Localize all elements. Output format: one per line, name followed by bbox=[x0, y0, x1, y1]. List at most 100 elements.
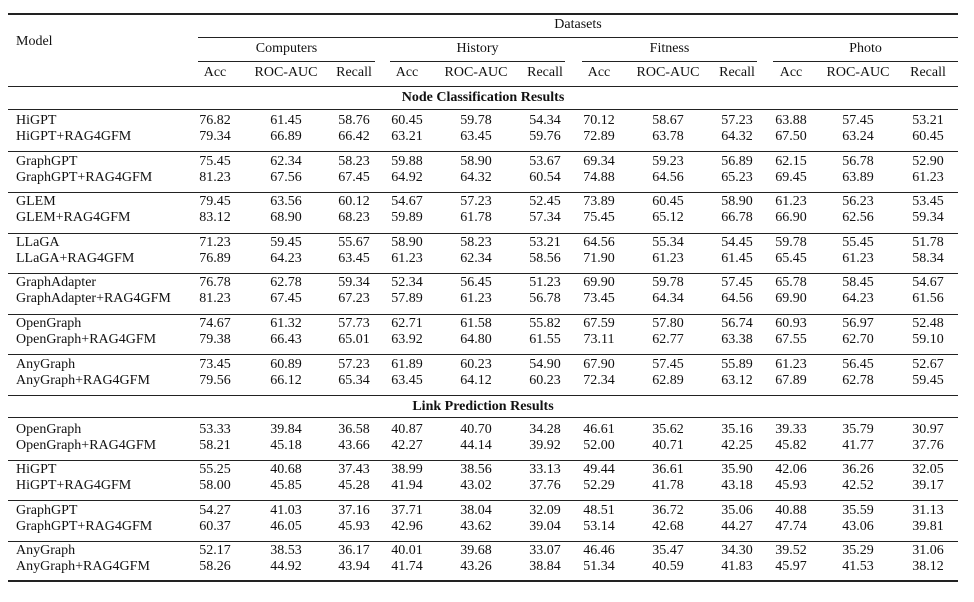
rule bbox=[8, 354, 958, 355]
cell-value: 81.23 bbox=[199, 291, 231, 307]
cell-value: 64.34 bbox=[652, 291, 684, 307]
cell-value: 71.90 bbox=[583, 250, 615, 266]
metric-header: Recall bbox=[527, 65, 563, 80]
cell-value: 65.23 bbox=[721, 169, 753, 185]
rule bbox=[8, 108, 958, 110]
cell-value: 60.45 bbox=[652, 194, 684, 210]
cell-value: 61.55 bbox=[529, 332, 561, 347]
cell-value: 59.78 bbox=[460, 113, 492, 128]
rule bbox=[8, 459, 958, 461]
metric-header: ROC-AUC bbox=[826, 65, 890, 80]
cell-value: 69.90 bbox=[775, 291, 807, 307]
cell-value: 46.46 bbox=[583, 543, 615, 559]
cell-value: 52.45 bbox=[529, 194, 561, 210]
metric-header: Acc bbox=[203, 65, 227, 80]
cell-value: 55.34 bbox=[652, 234, 684, 250]
cell-value: 63.88 bbox=[775, 113, 807, 128]
cell-value: 64.92 bbox=[391, 169, 423, 185]
cell-value: 63.45 bbox=[338, 250, 370, 266]
cell-value: 58.90 bbox=[721, 194, 753, 210]
cell-value: 57.23 bbox=[460, 194, 492, 210]
cell-value: 64.32 bbox=[721, 129, 753, 144]
cell-value: 32.09 bbox=[529, 502, 561, 518]
cell-value: 57.23 bbox=[338, 356, 370, 372]
cell-value: 54.67 bbox=[912, 275, 944, 291]
cell-value: 53.21 bbox=[912, 113, 944, 128]
section-title: Link Prediction Results bbox=[412, 398, 554, 414]
cell-value: 42.68 bbox=[652, 518, 684, 534]
dataset-header: History bbox=[456, 41, 499, 56]
rule bbox=[198, 36, 958, 38]
cell-value: 42.27 bbox=[391, 437, 423, 453]
cell-value: 59.88 bbox=[391, 153, 423, 169]
cell-value: 53.45 bbox=[912, 194, 944, 210]
cell-value: 58.56 bbox=[529, 250, 561, 266]
model-name: HiGPT+RAG4GFM bbox=[16, 478, 132, 494]
cell-value: 66.89 bbox=[270, 129, 302, 144]
cell-value: 34.30 bbox=[721, 543, 753, 559]
cell-value: 62.34 bbox=[460, 250, 492, 266]
cell-value: 56.45 bbox=[460, 275, 492, 291]
cell-value: 58.26 bbox=[199, 559, 231, 575]
cell-value: 53.21 bbox=[529, 234, 561, 250]
cell-value: 61.78 bbox=[460, 210, 492, 226]
cell-value: 37.43 bbox=[338, 462, 370, 478]
cell-value: 61.23 bbox=[391, 250, 423, 266]
cell-value: 63.24 bbox=[842, 129, 874, 144]
cell-value: 55.89 bbox=[721, 356, 753, 372]
cell-value: 56.78 bbox=[842, 153, 874, 169]
cell-value: 58.00 bbox=[199, 478, 231, 494]
cell-value: 63.21 bbox=[391, 129, 423, 144]
cell-value: 32.05 bbox=[912, 462, 944, 478]
cell-value: 60.54 bbox=[529, 169, 561, 185]
cell-value: 73.89 bbox=[583, 194, 615, 210]
cell-value: 62.78 bbox=[270, 275, 302, 291]
cell-value: 65.01 bbox=[338, 332, 370, 347]
cell-value: 63.45 bbox=[391, 372, 423, 388]
cell-value: 74.88 bbox=[583, 169, 615, 185]
metric-header: Acc bbox=[587, 65, 611, 80]
cell-value: 36.17 bbox=[338, 543, 370, 559]
cell-value: 66.43 bbox=[270, 332, 302, 347]
cell-value: 59.23 bbox=[652, 153, 684, 169]
cell-value: 61.45 bbox=[270, 113, 302, 128]
cell-value: 42.52 bbox=[842, 478, 874, 494]
cell-value: 67.50 bbox=[775, 129, 807, 144]
cell-value: 54.34 bbox=[529, 113, 561, 128]
cell-value: 66.78 bbox=[721, 210, 753, 226]
cell-value: 63.56 bbox=[270, 194, 302, 210]
cell-value: 61.32 bbox=[270, 316, 302, 331]
cell-value: 36.58 bbox=[338, 421, 370, 437]
cell-value: 64.23 bbox=[270, 250, 302, 266]
cell-value: 58.23 bbox=[338, 153, 370, 169]
rule bbox=[8, 232, 958, 234]
cell-value: 45.93 bbox=[338, 518, 370, 534]
cell-value: 63.45 bbox=[460, 129, 492, 144]
cell-value: 59.45 bbox=[912, 372, 944, 388]
cell-value: 41.94 bbox=[391, 478, 423, 494]
metric-header: ROC-AUC bbox=[254, 65, 318, 80]
cell-value: 57.45 bbox=[842, 113, 874, 128]
cell-value: 35.59 bbox=[842, 502, 874, 518]
cell-value: 66.42 bbox=[338, 129, 370, 144]
cell-value: 73.45 bbox=[199, 356, 231, 372]
cell-value: 38.99 bbox=[391, 462, 423, 478]
cell-value: 52.48 bbox=[912, 316, 944, 331]
cell-value: 55.25 bbox=[199, 462, 231, 478]
cell-value: 64.32 bbox=[460, 169, 492, 185]
cell-value: 37.71 bbox=[391, 502, 423, 518]
cell-value: 61.23 bbox=[460, 291, 492, 307]
rule bbox=[582, 60, 757, 62]
cell-value: 58.45 bbox=[842, 275, 874, 291]
cell-value: 57.89 bbox=[391, 291, 423, 307]
cell-value: 53.14 bbox=[583, 518, 615, 534]
cell-value: 67.56 bbox=[270, 169, 302, 185]
column-header: Datasets bbox=[554, 17, 602, 32]
rule bbox=[8, 500, 958, 501]
cell-value: 39.92 bbox=[529, 437, 561, 453]
rule bbox=[8, 540, 958, 542]
cell-value: 38.53 bbox=[270, 543, 302, 559]
cell-value: 76.78 bbox=[199, 275, 231, 291]
cell-value: 35.29 bbox=[842, 543, 874, 559]
cell-value: 72.34 bbox=[583, 372, 615, 388]
